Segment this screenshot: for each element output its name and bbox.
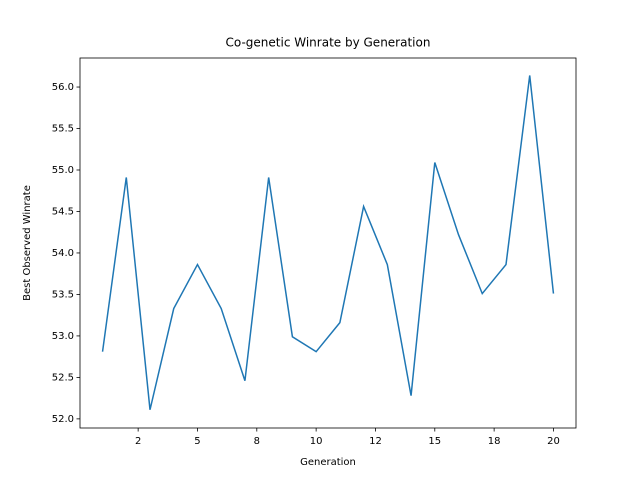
chart-title: Co-genetic Winrate by Generation	[226, 36, 431, 50]
y-tick-label: 54.5	[52, 206, 74, 217]
x-tick-label: 8	[254, 436, 260, 447]
plot-frame	[79, 57, 577, 429]
x-tick-label: 5	[194, 436, 200, 447]
x-tick-label: 18	[488, 436, 501, 447]
x-tick-label: 20	[547, 436, 560, 447]
y-tick-label: 52.5	[52, 372, 74, 383]
line	[101, 75, 555, 410]
x-tick-label: 10	[310, 436, 323, 447]
x-tick-label: 2	[135, 436, 141, 447]
y-tick-label: 55.5	[52, 124, 74, 135]
y-tick-label: 54.0	[52, 248, 74, 259]
y-tick-label: 53.0	[52, 331, 74, 342]
x-tick-label: 15	[428, 436, 441, 447]
y-tick-label: 56.0	[52, 82, 74, 93]
x-tick-label: 12	[369, 436, 382, 447]
x-axis-label: Generation	[300, 457, 356, 468]
y-tick-label: 55.0	[52, 165, 74, 176]
y-tick-label: 53.5	[52, 289, 74, 300]
y-tick-label: 52.0	[52, 414, 74, 425]
y-axis-label: Best Observed Winrate	[22, 185, 33, 301]
